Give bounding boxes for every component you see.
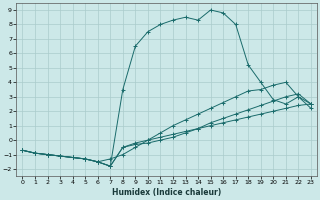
X-axis label: Humidex (Indice chaleur): Humidex (Indice chaleur) <box>112 188 221 197</box>
